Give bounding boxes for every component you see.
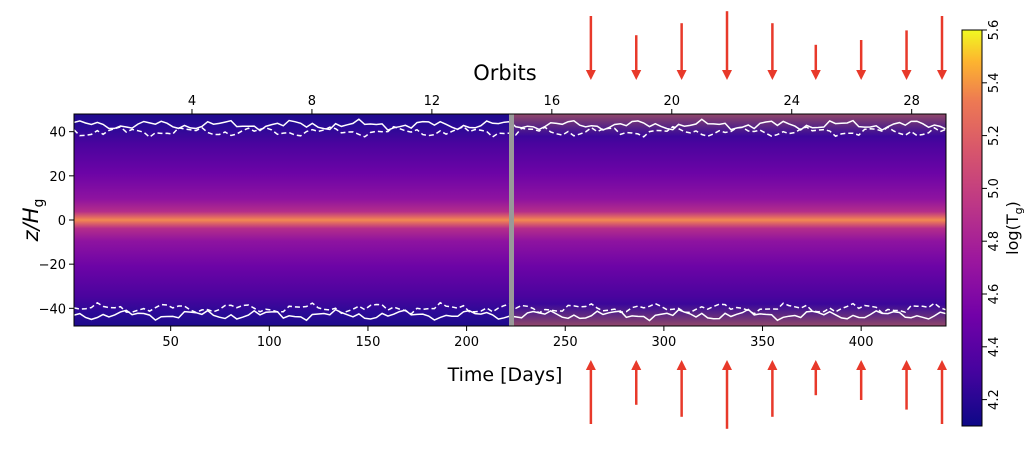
- colorbar-tick-label: 4.2: [987, 389, 1002, 410]
- y-axis: −40 −20 0 20 40: [39, 126, 74, 317]
- orbit-tick-label: 8: [308, 94, 316, 109]
- arrow-down-head: [901, 70, 912, 80]
- y-axis-title-sub: g: [31, 199, 47, 208]
- arrow-down-head: [937, 70, 947, 80]
- arrow-up-head: [937, 360, 947, 370]
- heatmap-right-panel: [510, 114, 946, 326]
- colorbar-title-main: log(T: [1003, 214, 1022, 255]
- bottom-arrows: [585, 360, 947, 429]
- top-arrows: [585, 11, 947, 80]
- x-tick-label: 350: [750, 335, 775, 350]
- y-tick-label: −20: [39, 258, 66, 273]
- hot-band-bottom: [514, 304, 946, 326]
- svg-text:log(Tg): log(Tg): [1003, 201, 1024, 255]
- y-tick-label: 0: [58, 214, 66, 229]
- arrow-up-head: [722, 360, 733, 370]
- colorbar-tick-label: 4.4: [987, 336, 1002, 357]
- colorbar-tick-label: 5.2: [987, 125, 1002, 146]
- arrow-down-head: [767, 70, 778, 80]
- y-axis-title-main: z/H: [19, 207, 43, 242]
- arrow-up-head: [585, 360, 596, 370]
- colorbar: [961, 29, 983, 427]
- orbit-tick-label: 16: [544, 94, 561, 109]
- orbit-tick-label: 20: [664, 94, 681, 109]
- x-axis-title: Time [Days]: [447, 364, 563, 386]
- orbits-axis-title: Orbits: [473, 61, 537, 85]
- x-tick-label: 250: [553, 335, 578, 350]
- arrow-up-head: [767, 360, 778, 370]
- colorbar-axis: 4.2 4.4 4.6 4.8 5.0 5.2 5.4 5.6: [982, 20, 1002, 410]
- colorbar-tick-label: 5.4: [987, 72, 1002, 93]
- y-tick-label: −40: [39, 302, 66, 317]
- x-tick-label: 400: [849, 335, 874, 350]
- y-tick-label: 20: [49, 170, 66, 185]
- colorbar-tick-label: 4.8: [987, 231, 1002, 252]
- panel-separator: [509, 114, 514, 326]
- colorbar-tick-label: 5.6: [987, 20, 1002, 41]
- colorbar-title: log(Tg): [1003, 201, 1024, 255]
- colorbar-tick-label: 5.0: [987, 178, 1002, 199]
- x-tick-label: 50: [162, 335, 179, 350]
- colorbar-title-sub: g: [1012, 207, 1024, 214]
- hot-band-top: [514, 114, 946, 136]
- arrow-down-head: [631, 70, 642, 80]
- y-axis-title: z/Hg: [19, 199, 47, 243]
- arrow-up-head: [856, 360, 867, 370]
- orbit-tick-label: 4: [188, 94, 196, 109]
- arrow-up-head: [631, 360, 642, 370]
- arrow-down-head: [810, 70, 821, 80]
- orbit-tick-label: 28: [903, 94, 920, 109]
- orbit-tick-label: 24: [783, 94, 800, 109]
- arrow-up-head: [901, 360, 912, 370]
- colorbar-tick-label: 4.6: [987, 284, 1002, 305]
- orbit-tick-label: 12: [424, 94, 441, 109]
- y-tick-label: 40: [49, 126, 66, 141]
- arrow-down-head: [722, 70, 733, 80]
- x-tick-label: 100: [257, 335, 282, 350]
- x-tick-label: 200: [454, 335, 479, 350]
- arrow-up-head: [810, 360, 821, 370]
- x-axis: 50 100 150 200 250 300 350 400: [162, 326, 874, 350]
- arrow-down-head: [676, 70, 687, 80]
- colorbar-title-end: ): [1003, 201, 1022, 207]
- x-tick-label: 150: [356, 335, 381, 350]
- arrow-up-head: [676, 360, 687, 370]
- orbits-axis: 4 8 12 16 20 24 28: [188, 94, 920, 114]
- arrow-down-head: [585, 70, 596, 80]
- heatmap-left-panel: [74, 114, 510, 326]
- x-tick-label: 300: [651, 335, 676, 350]
- svg-text:z/Hg: z/Hg: [19, 199, 47, 243]
- arrow-down-head: [856, 70, 867, 80]
